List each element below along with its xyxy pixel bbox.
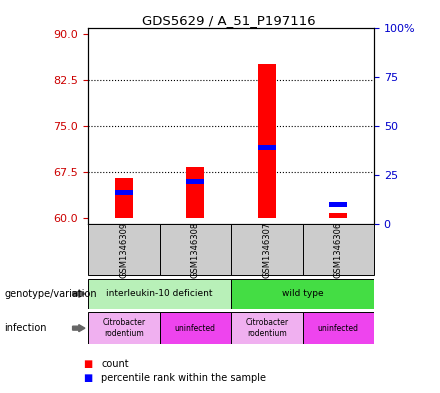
Text: GSM1346309: GSM1346309	[119, 222, 128, 277]
Bar	[115, 190, 133, 195]
Text: wild type: wild type	[282, 289, 323, 298]
Text: GSM1346307: GSM1346307	[262, 221, 271, 278]
Text: ■: ■	[84, 358, 93, 369]
Text: uninfected: uninfected	[175, 324, 216, 332]
FancyBboxPatch shape	[160, 224, 231, 275]
Bar	[258, 145, 276, 150]
FancyBboxPatch shape	[231, 312, 303, 344]
Text: Citrobacter
rodentium: Citrobacter rodentium	[102, 318, 145, 338]
Bar	[186, 167, 204, 218]
FancyBboxPatch shape	[303, 224, 374, 275]
FancyBboxPatch shape	[160, 312, 231, 344]
FancyBboxPatch shape	[231, 279, 374, 309]
Text: interleukin-10 deficient: interleukin-10 deficient	[106, 289, 213, 298]
Text: GSM1346308: GSM1346308	[191, 221, 200, 278]
Text: Citrobacter
rodentium: Citrobacter rodentium	[245, 318, 288, 338]
Bar	[258, 64, 276, 218]
FancyBboxPatch shape	[88, 224, 160, 275]
Text: ■: ■	[84, 373, 93, 383]
Bar	[115, 178, 133, 218]
Text: uninfected: uninfected	[318, 324, 359, 332]
Text: count: count	[101, 358, 129, 369]
FancyBboxPatch shape	[231, 224, 303, 275]
Text: GSM1346306: GSM1346306	[334, 221, 343, 278]
Text: infection: infection	[4, 323, 47, 333]
Bar	[329, 202, 347, 207]
FancyBboxPatch shape	[303, 312, 374, 344]
Bar	[329, 213, 347, 218]
Text: genotype/variation: genotype/variation	[4, 289, 97, 299]
Text: percentile rank within the sample: percentile rank within the sample	[101, 373, 266, 383]
Text: GDS5629 / A_51_P197116: GDS5629 / A_51_P197116	[142, 14, 315, 27]
Bar	[186, 179, 204, 184]
FancyBboxPatch shape	[88, 312, 160, 344]
FancyBboxPatch shape	[88, 279, 231, 309]
